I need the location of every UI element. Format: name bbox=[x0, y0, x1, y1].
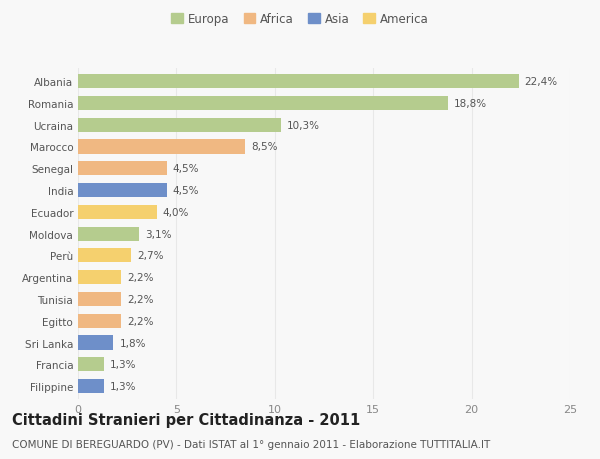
Text: 2,2%: 2,2% bbox=[127, 294, 154, 304]
Text: 22,4%: 22,4% bbox=[525, 77, 558, 87]
Text: Cittadini Stranieri per Cittadinanza - 2011: Cittadini Stranieri per Cittadinanza - 2… bbox=[12, 413, 360, 428]
Text: 1,8%: 1,8% bbox=[119, 338, 146, 348]
Bar bbox=[78, 379, 104, 393]
Bar bbox=[78, 314, 121, 328]
Text: 2,7%: 2,7% bbox=[137, 251, 164, 261]
Bar bbox=[78, 205, 157, 219]
Legend: Europa, Africa, Asia, America: Europa, Africa, Asia, America bbox=[169, 11, 431, 28]
Text: 8,5%: 8,5% bbox=[251, 142, 278, 152]
Bar bbox=[78, 75, 519, 89]
Bar bbox=[78, 336, 113, 350]
Bar bbox=[78, 292, 121, 307]
Bar bbox=[78, 162, 167, 176]
Text: 3,1%: 3,1% bbox=[145, 229, 172, 239]
Bar bbox=[78, 118, 281, 133]
Bar bbox=[78, 270, 121, 285]
Text: 4,5%: 4,5% bbox=[172, 185, 199, 196]
Text: 10,3%: 10,3% bbox=[287, 120, 320, 130]
Text: 2,2%: 2,2% bbox=[127, 316, 154, 326]
Bar bbox=[78, 358, 104, 372]
Text: 4,0%: 4,0% bbox=[163, 207, 189, 218]
Bar bbox=[78, 96, 448, 111]
Text: 4,5%: 4,5% bbox=[172, 164, 199, 174]
Bar bbox=[78, 249, 131, 263]
Bar bbox=[78, 140, 245, 154]
Text: 18,8%: 18,8% bbox=[454, 99, 487, 109]
Bar bbox=[78, 227, 139, 241]
Text: 1,3%: 1,3% bbox=[109, 381, 136, 391]
Text: COMUNE DI BEREGUARDO (PV) - Dati ISTAT al 1° gennaio 2011 - Elaborazione TUTTITA: COMUNE DI BEREGUARDO (PV) - Dati ISTAT a… bbox=[12, 440, 490, 449]
Text: 1,3%: 1,3% bbox=[109, 359, 136, 369]
Text: 2,2%: 2,2% bbox=[127, 273, 154, 283]
Bar bbox=[78, 184, 167, 198]
